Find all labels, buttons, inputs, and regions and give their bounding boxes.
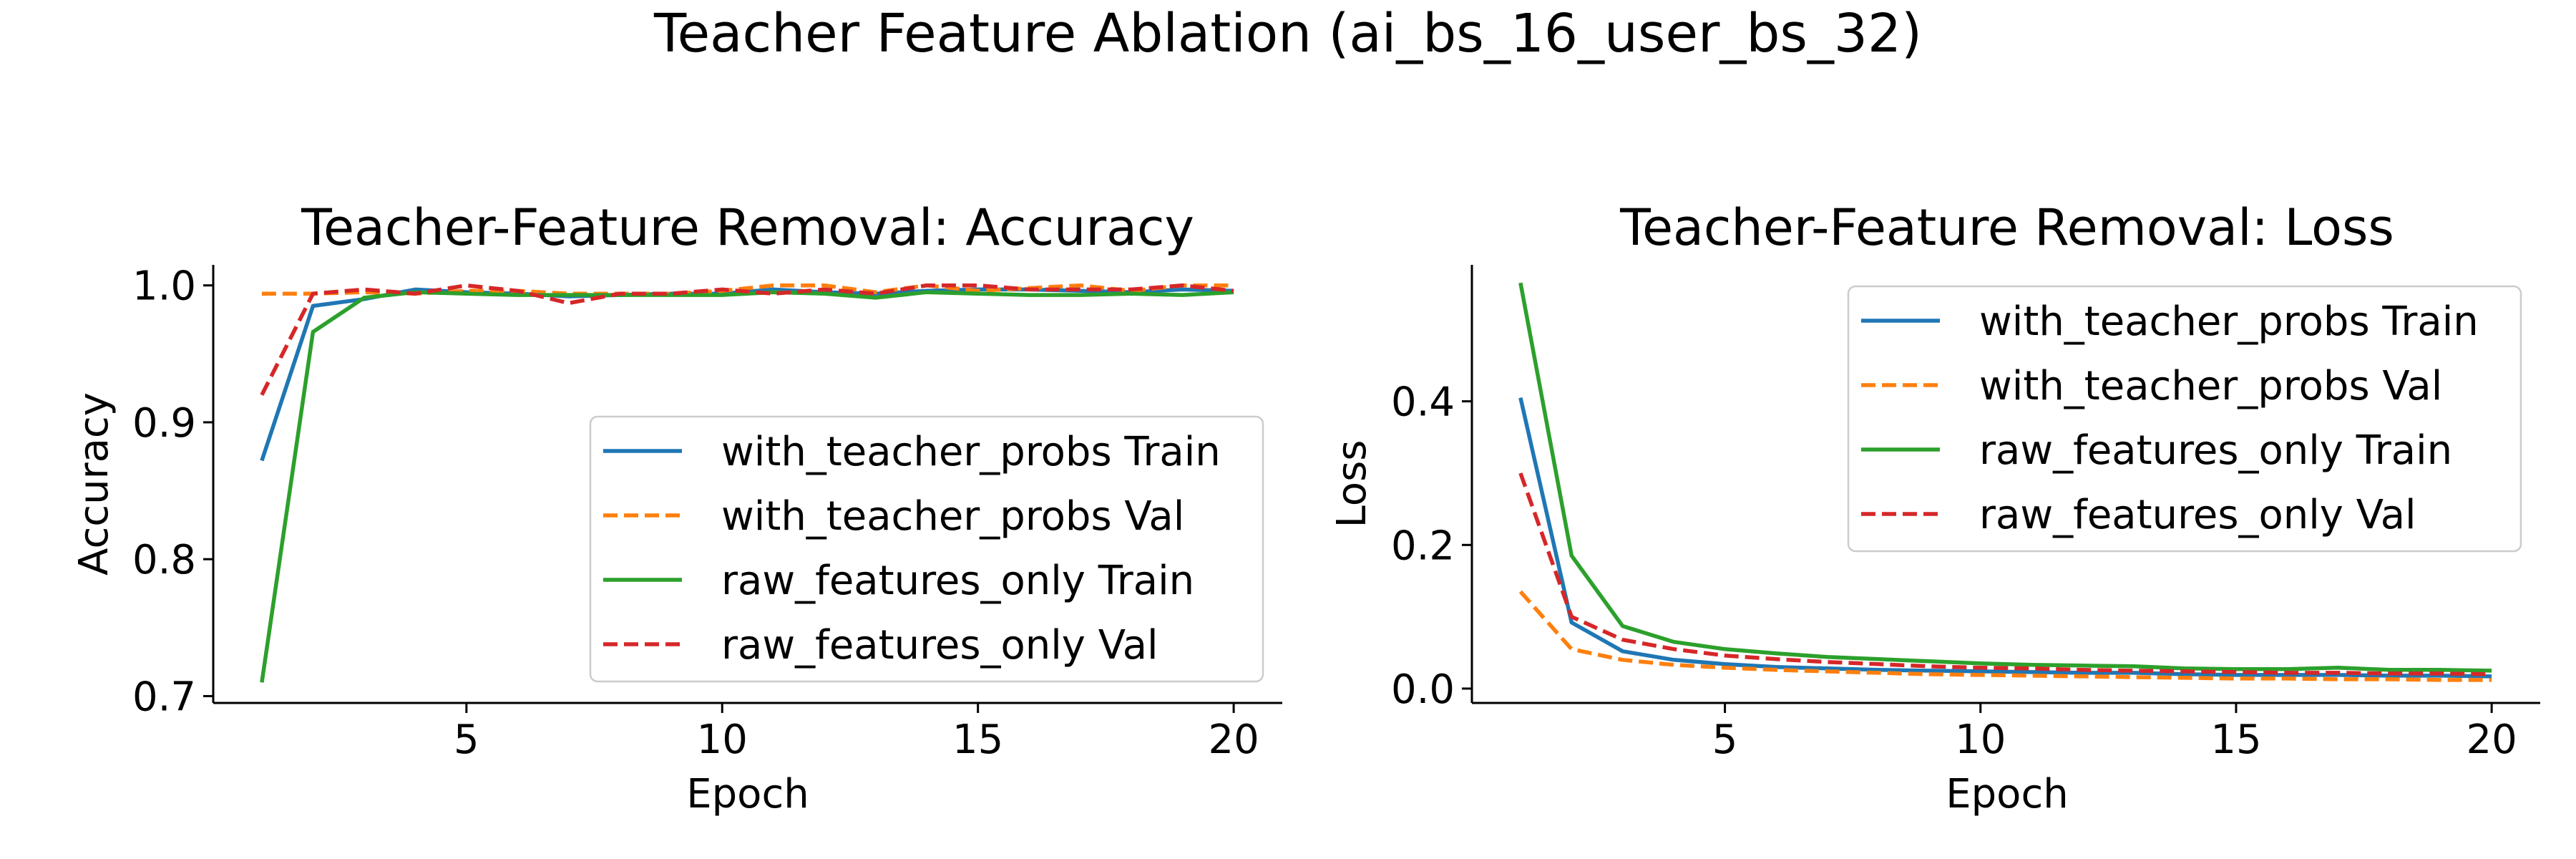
accuracy-legend-label-3: raw_features_only Train (721, 558, 1194, 604)
loss-ytick-label: 0.4 (1391, 379, 1455, 426)
loss-panel-title: Teacher-Feature Removal: Loss (1619, 198, 2394, 257)
loss-ticks: 5 10 15 20 0.0 0.2 0.4 (1391, 379, 2517, 763)
accuracy-legend-label-1: with_teacher_probs Train (721, 429, 1221, 475)
accuracy-ylabel: Accuracy (71, 392, 117, 576)
accuracy-xtick-label: 20 (1208, 717, 1259, 763)
figure-suptitle: Teacher Feature Ablation (ai_bs_16_user_… (653, 3, 1922, 64)
accuracy-legend: with_teacher_probs Train with_teacher_pro… (589, 415, 1264, 683)
loss-xtick-label: 10 (1955, 717, 2006, 763)
loss-xlabel: Epoch (1946, 771, 2068, 817)
loss-legend-label-2: with_teacher_probs Val (1979, 363, 2442, 409)
accuracy-panel: Teacher-Feature Removal: Accuracy Accura… (71, 198, 1282, 817)
accuracy-ytick-label: 1.0 (132, 263, 196, 310)
accuracy-ytick-label: 0.8 (132, 537, 196, 583)
loss-series-line-3 (1518, 282, 2492, 673)
accuracy-series-line-4 (260, 283, 1234, 396)
accuracy-series-line-2 (261, 283, 1234, 296)
accuracy-xlabel: Epoch (686, 771, 809, 817)
loss-xtick-label: 20 (2467, 717, 2517, 763)
accuracy-xtick-label: 15 (952, 717, 1003, 763)
accuracy-legend-label-4: raw_features_only Val (721, 622, 1158, 669)
loss-ylabel: Loss (1329, 440, 1375, 528)
loss-xtick-label: 5 (1712, 717, 1738, 763)
loss-legend-label-1: with_teacher_probs Train (1979, 299, 2479, 345)
accuracy-xtick-label: 5 (454, 717, 479, 763)
loss-xtick-label: 15 (2210, 717, 2261, 763)
accuracy-ytick-label: 0.7 (132, 674, 196, 720)
accuracy-xtick-label: 10 (697, 717, 748, 763)
loss-legend-frame (1847, 285, 2522, 553)
loss-series-line-2 (1518, 590, 2492, 682)
loss-lines (1518, 282, 2492, 682)
accuracy-legend-label-2: with_teacher_probs Val (721, 493, 1184, 540)
loss-series-line-4 (1518, 472, 2492, 676)
accuracy-ticks: 5 10 15 20 0.7 0.8 0.9 1.0 (132, 263, 1259, 763)
accuracy-series-line-3 (260, 290, 1234, 683)
loss-series-line-1 (1518, 397, 2492, 679)
accuracy-legend-frame (589, 415, 1264, 683)
loss-legend-label-4: raw_features_only Val (1979, 492, 2416, 538)
loss-legend-label-3: raw_features_only Train (1979, 427, 2452, 474)
loss-legend: with_teacher_probs Train with_teacher_pro… (1847, 285, 2522, 553)
loss-panel: Teacher-Feature Removal: Loss Loss Epoch… (1329, 198, 2540, 817)
loss-ytick-label: 0.0 (1391, 666, 1455, 713)
accuracy-panel-title: Teacher-Feature Removal: Accuracy (301, 198, 1194, 257)
loss-ytick-label: 0.2 (1391, 523, 1455, 569)
accuracy-ytick-label: 0.9 (132, 400, 196, 447)
accuracy-lines (260, 283, 1234, 683)
